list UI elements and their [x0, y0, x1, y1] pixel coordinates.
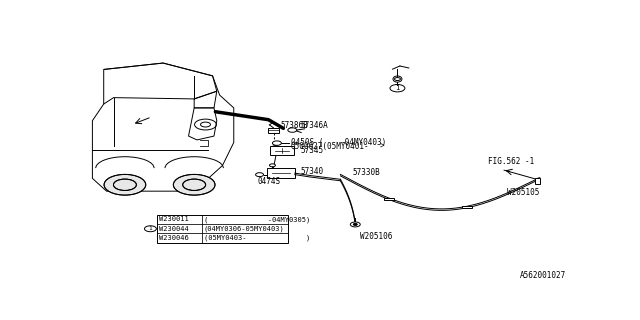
Text: W230044: W230044 [159, 226, 189, 232]
Text: 1: 1 [148, 226, 152, 231]
FancyBboxPatch shape [461, 206, 472, 208]
Text: W230011: W230011 [159, 216, 189, 222]
Circle shape [288, 128, 297, 132]
Text: W230046: W230046 [159, 235, 189, 241]
Text: 1: 1 [396, 85, 399, 91]
Text: W205105: W205105 [507, 188, 539, 197]
Circle shape [104, 174, 146, 195]
FancyBboxPatch shape [535, 178, 540, 184]
Circle shape [353, 223, 357, 225]
Text: >: > [380, 142, 385, 151]
Text: (04MY0306-05MY0403): (04MY0306-05MY0403) [204, 226, 284, 232]
Text: 57346A: 57346A [301, 121, 328, 130]
Text: Q500027(05MY0401-: Q500027(05MY0401- [291, 142, 369, 151]
Circle shape [173, 174, 215, 195]
Text: A562001027: A562001027 [520, 271, 566, 280]
Circle shape [113, 179, 136, 190]
Text: -04MY0403): -04MY0403) [340, 138, 387, 147]
Ellipse shape [393, 76, 402, 82]
Circle shape [255, 173, 264, 177]
Text: 57330B: 57330B [353, 168, 381, 177]
Text: 0450S (: 0450S ( [291, 138, 323, 147]
FancyBboxPatch shape [269, 128, 280, 133]
Text: 57386B: 57386B [281, 121, 308, 130]
FancyBboxPatch shape [384, 198, 394, 200]
Circle shape [273, 141, 282, 145]
Text: 57345: 57345 [301, 146, 324, 155]
Text: 0474S: 0474S [257, 177, 281, 186]
FancyBboxPatch shape [268, 168, 295, 178]
Text: (              -04MY0305): ( -04MY0305) [204, 216, 310, 222]
Text: 57340: 57340 [301, 167, 324, 176]
Circle shape [269, 164, 275, 167]
Circle shape [183, 179, 205, 190]
Circle shape [350, 222, 360, 227]
Text: W205106: W205106 [360, 232, 392, 241]
FancyBboxPatch shape [270, 146, 294, 156]
Text: (05MY0403-              ): (05MY0403- ) [204, 235, 310, 241]
Text: FIG.562 -1: FIG.562 -1 [488, 157, 534, 166]
